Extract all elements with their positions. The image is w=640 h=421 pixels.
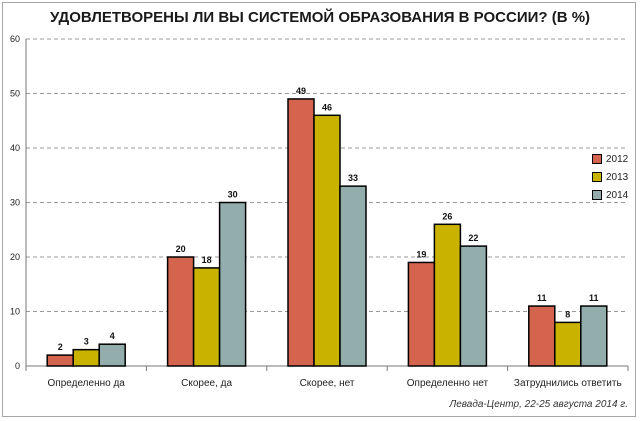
bar-2012-2 <box>287 98 315 367</box>
bar-2012-0 <box>46 354 74 367</box>
bar-2012-1 <box>166 256 195 367</box>
legend-item-2012: 2012 <box>592 150 628 168</box>
bar-2012-4 <box>528 305 556 367</box>
legend-swatch-2012 <box>592 154 602 164</box>
y-tick-label-0: 0 <box>15 361 20 371</box>
x-tick-label-4: Затруднились ответить <box>514 378 622 389</box>
legend: 2012 2013 2014 <box>592 150 628 204</box>
data-label-2013-4: 8 <box>565 309 570 319</box>
bar-2013-4 <box>554 321 582 367</box>
bar-2013-1 <box>192 267 221 367</box>
x-tick-label-1: Скорее, да <box>181 378 232 389</box>
legend-swatch-2013 <box>592 172 602 182</box>
data-label-2013-2: 46 <box>322 102 332 112</box>
legend-label-2012: 2012 <box>606 153 629 165</box>
chart-title: УДОВЛЕТВОРЕНЫ ЛИ ВЫ СИСТЕМОЙ ОБРАЗОВАНИЯ… <box>49 9 591 26</box>
x-tick-label-3: Определенно нет <box>407 378 489 389</box>
data-label-2014-4: 11 <box>589 293 599 303</box>
bar-2014-0 <box>98 343 126 367</box>
legend-label-2013: 2013 <box>606 171 629 183</box>
data-label-2012-0: 2 <box>58 342 63 352</box>
data-label-2012-2: 49 <box>296 86 306 96</box>
bar-2013-0 <box>72 348 100 367</box>
legend-label-2014: 2014 <box>606 189 629 201</box>
data-label-2014-1: 30 <box>228 190 238 200</box>
bar-2014-4 <box>580 305 608 367</box>
x-tick-label-0: Определенно да <box>48 378 126 389</box>
legend-swatch-2014 <box>592 190 602 200</box>
bar-2012-3 <box>407 261 436 367</box>
data-label-2012-3: 19 <box>416 249 426 259</box>
bar-2014-2 <box>339 185 367 367</box>
legend-item-2014: 2014 <box>592 186 628 204</box>
source-note: Левада-Центр, 22-25 августа 2014 г. <box>449 399 628 410</box>
data-label-2014-3: 22 <box>468 233 478 243</box>
bar-2013-3 <box>433 223 462 367</box>
bar-2013-2 <box>313 114 341 367</box>
x-tick-label-2: Скорее, нет <box>300 378 355 389</box>
bar-2014-3 <box>459 245 488 367</box>
data-label-2014-0: 4 <box>110 331 115 341</box>
y-tick-label-60: 60 <box>10 34 20 44</box>
y-tick-label-20: 20 <box>10 252 20 262</box>
y-tick-label-50: 50 <box>10 89 20 99</box>
data-label-2014-2: 33 <box>348 173 358 183</box>
data-label-2013-3: 26 <box>442 211 452 221</box>
y-tick-label-10: 10 <box>10 307 20 317</box>
y-tick-label-40: 40 <box>10 143 20 153</box>
legend-item-2013: 2013 <box>592 168 628 186</box>
bar-2014-1 <box>218 201 247 367</box>
y-tick-label-30: 30 <box>10 198 20 208</box>
data-label-2012-4: 11 <box>537 293 547 303</box>
data-label-2012-1: 20 <box>176 244 186 254</box>
data-label-2013-0: 3 <box>84 337 89 347</box>
data-label-2013-1: 18 <box>202 255 212 265</box>
